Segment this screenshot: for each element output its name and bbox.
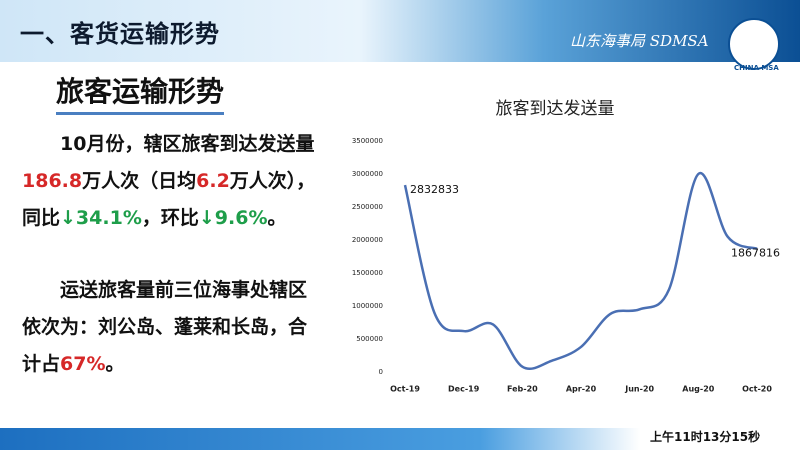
text-run: ↓9.6% [198,207,268,229]
logo-text: 山东海事局 SDMSA [570,32,709,50]
y-tick-label: 0 [379,368,383,376]
y-tick-label: 500000 [356,335,383,343]
text-run: 186.8 [22,170,83,192]
x-tick-label: Oct-19 [390,385,420,394]
chart: 旅客到达发送量 0 500000 1000000 1500000 2000000 2500… [352,99,780,394]
y-tick-label: 1000000 [352,302,383,310]
logo-sub: CHINA MSA [734,64,779,72]
data-label: 2832833 [410,183,459,196]
y-tick-label: 2000000 [352,236,383,244]
text-run: 6.2 [196,170,230,192]
text-run: 。 [105,353,125,375]
banner [0,0,800,62]
x-tick-label: Aug-20 [682,385,715,394]
chart-title: 旅客到达发送量 [496,99,615,119]
x-tick-label: Dec-19 [448,385,480,394]
y-tick-label: 2500000 [352,203,383,211]
paragraph: 运送旅客量前三位海事处辖区依次为：刘公岛、蓬莱和长岛，合计占67%。 [22,272,318,383]
text-run: ，环比 [141,207,199,229]
text-run: 万人次），同比 [22,170,316,229]
paragraph: 10月份，辖区旅客到达发送量 186.8万人次（日均6.2万人次），同比↓34.1… [22,126,318,237]
data-label: 1867816 [731,247,780,260]
y-tick-label: 3500000 [352,137,383,145]
subtitle: 旅客运输形势 [56,70,225,115]
slide-title: 一、客货运输形势 [20,20,220,48]
x-tick-label: Feb-20 [507,385,538,394]
footer-bar [0,428,800,450]
text-run: ↓34.1% [60,207,142,229]
text-run: 万人次（日均 [82,170,197,192]
text-run: 。 [267,207,287,229]
x-tick-label: Jun-20 [624,385,654,394]
emblem [728,18,780,70]
text-run: 10月份，辖区旅客到达发送量 [60,133,315,155]
line-series [403,172,758,371]
x-tick-label: Apr-20 [566,385,597,394]
y-tick-label: 3000000 [352,170,383,178]
x-tick-label: Oct-20 [742,385,772,394]
timestamp: 上午11时13分15秒 [650,430,761,444]
y-tick-label: 1500000 [352,269,383,277]
text-run: 67% [60,353,106,375]
text-run: 运送旅客量前三位海事处辖区依次为：刘公岛、蓬莱和长岛，合计占 [22,279,308,375]
